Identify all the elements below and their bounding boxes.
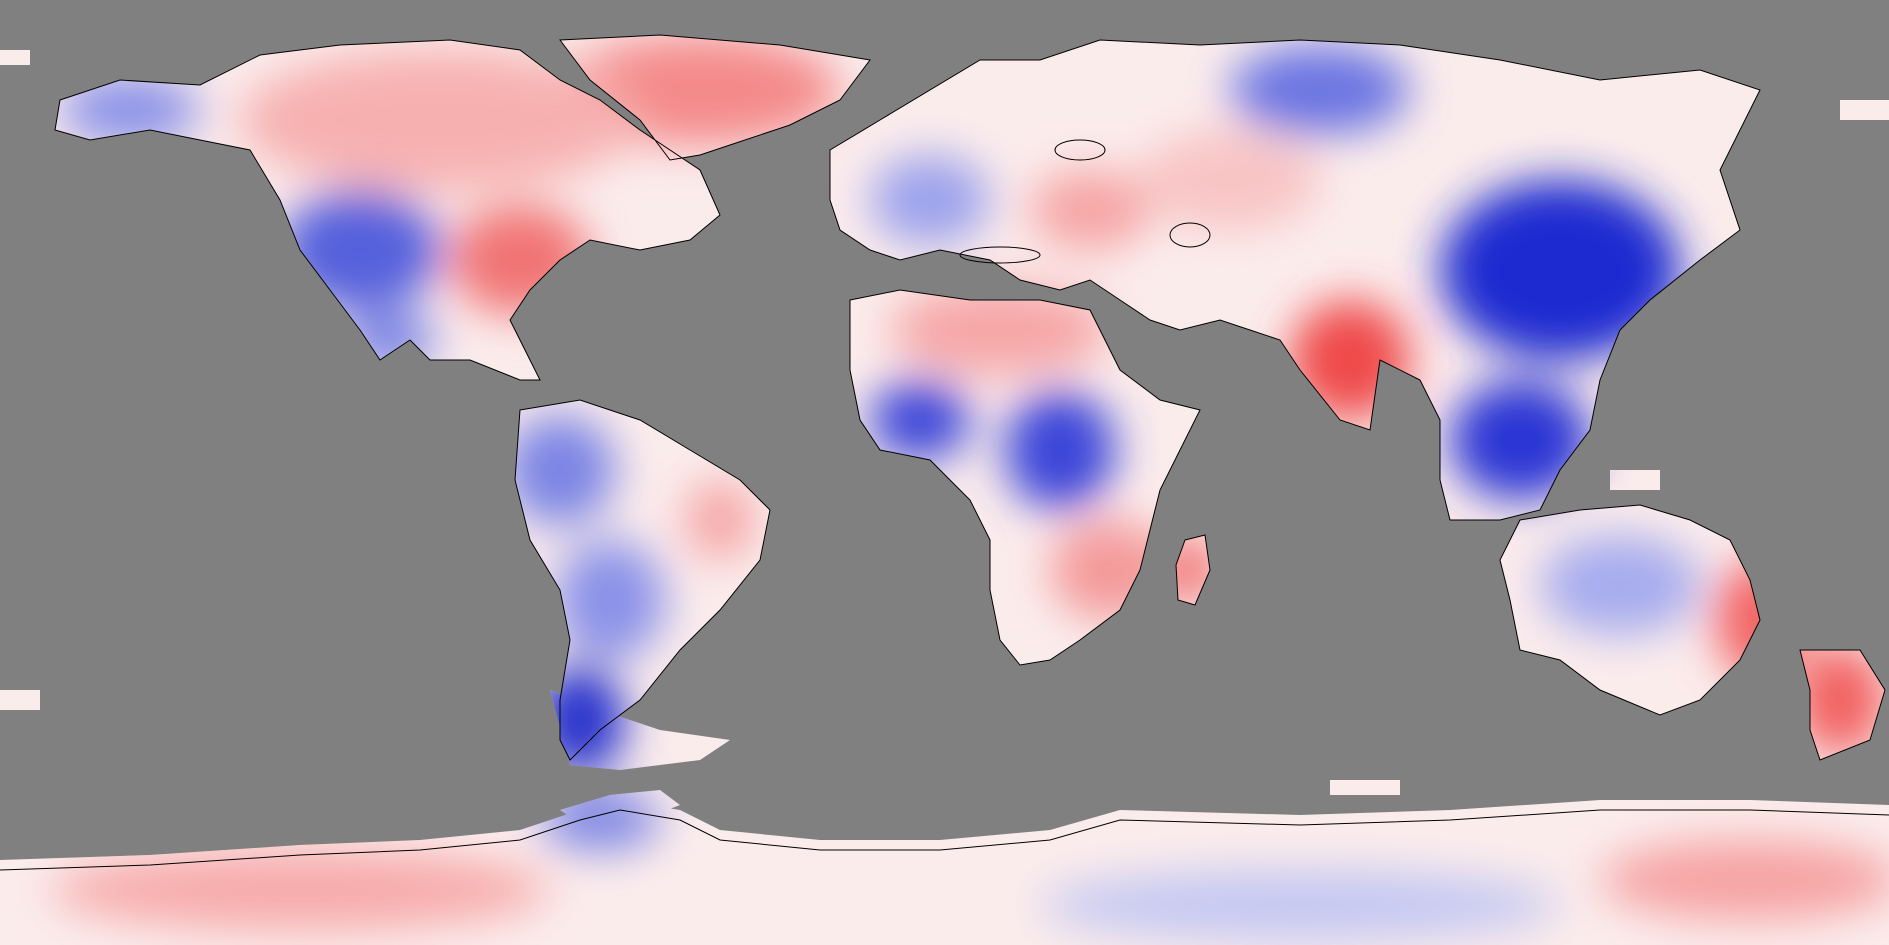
anomaly-blob-eastern-europe — [1030, 170, 1150, 250]
anomaly-blob-northern-siberia — [1230, 45, 1410, 135]
anomaly-blob-northern-south-america — [505, 415, 615, 525]
anomaly-blob-southeast-asia — [1450, 380, 1590, 500]
anomaly-blob-antarctica-west — [50, 850, 550, 930]
anomaly-blob-western-europe — [870, 155, 990, 245]
anomaly-blob-new-zealand — [1795, 645, 1885, 755]
anomaly-blob-central-brazil — [555, 540, 665, 660]
anomaly-blob-northern-canada — [240, 50, 640, 190]
anomaly-blob-australia — [1540, 535, 1700, 635]
anomaly-blob-alaska — [60, 75, 200, 145]
anomaly-blob-west-africa — [870, 380, 970, 460]
coastlines — [0, 34, 1889, 871]
anomaly-blob-central-africa — [1005, 390, 1115, 510]
anomaly-blob-antarctica-east — [1040, 870, 1560, 940]
anomaly-blob-eastern-brazil — [685, 480, 755, 560]
anomaly-blob-eastern-china — [1440, 180, 1680, 360]
anomaly-blob-antarctica-far-east — [1600, 840, 1889, 920]
anomaly-blob-sahara — [890, 285, 1110, 375]
anomaly-blob-central-asia — [1140, 130, 1320, 230]
